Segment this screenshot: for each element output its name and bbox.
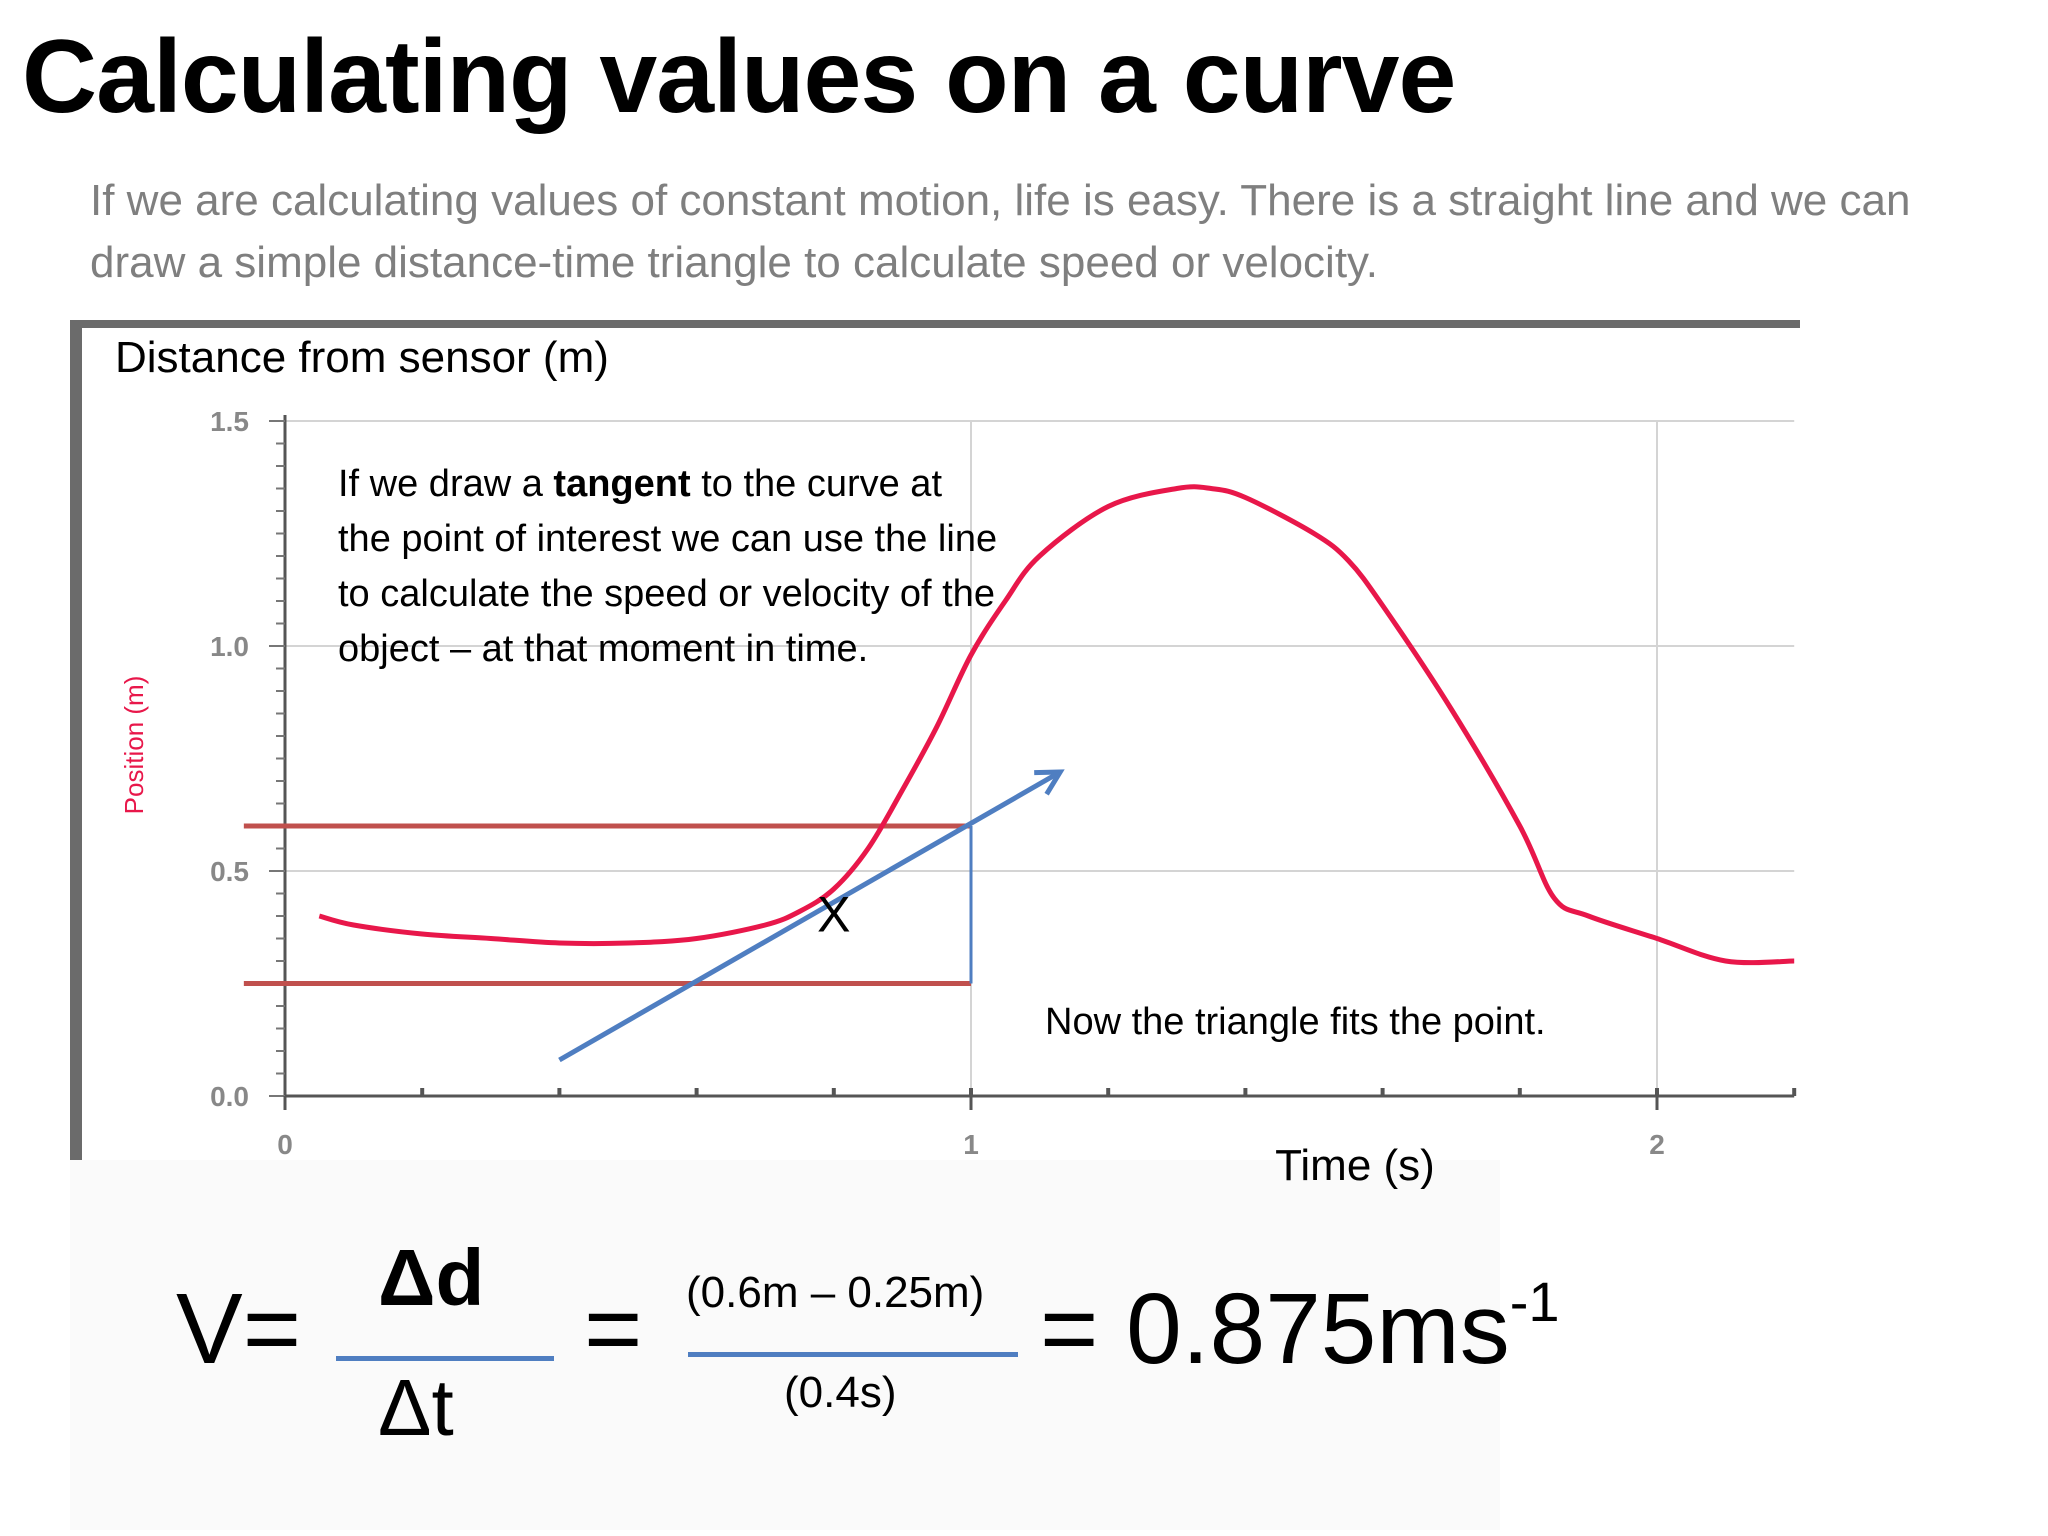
formula-values-denominator: (0.4s) [784, 1368, 897, 1417]
fit-note: Now the triangle fits the point. [1045, 1001, 1546, 1043]
tangent-note-line-4: object – at that moment in time. [338, 628, 868, 670]
triangle [243, 823, 973, 986]
tangent-arrowhead [1034, 769, 1065, 796]
formula-result: = 0.875ms-1 [1040, 1270, 1560, 1387]
tangent-note-bold: tangent [553, 463, 691, 505]
fraction-bar-symbolic [336, 1356, 554, 1361]
x-tick-label-1: 1 [963, 1129, 979, 1160]
y-axis-inner-label: Position (m) [119, 676, 149, 815]
formula-delta-t: Δt [378, 1363, 454, 1452]
formula-result-value: = 0.875ms [1040, 1273, 1510, 1385]
distance-time-chart: 0.0 0.5 1.0 1.5 0 1 2 Distance from sensor (m)… [70, 320, 1800, 1190]
formula-equals: = [584, 1273, 643, 1385]
tangent-note-line-3: to calculate the speed or velocity of th… [338, 573, 995, 615]
x-tick-label-2: 2 [1649, 1129, 1665, 1160]
ticks: 0.0 0.5 1.0 1.5 0 1 2 [210, 406, 1797, 1160]
tangent-note-line-2: the point of interest we can use the lin… [338, 518, 997, 560]
fraction-bar-values [688, 1352, 1018, 1357]
chart-frame-top [70, 320, 1800, 328]
chart-frame-left [70, 320, 82, 1160]
intro-text: If we are calculating values of constant… [90, 176, 1911, 287]
y-tick-label-0: 0.0 [210, 1081, 249, 1112]
formula-delta-d: Δd [378, 1233, 485, 1322]
tangent [558, 769, 1065, 1063]
x-tick-label-0: 0 [277, 1129, 293, 1160]
point-of-interest-marker: X [817, 887, 850, 943]
slide-title: Calculating values on a curve [22, 19, 1456, 135]
tangent-note-before: If we draw a [338, 463, 553, 505]
tangent-note-line-1: If we draw a tangent to the curve at [338, 463, 942, 505]
formula-background [70, 1160, 1500, 1530]
y-tick-label-3: 1.5 [210, 406, 249, 437]
formula-values-numerator: (0.6m – 0.25m) [686, 1268, 985, 1317]
x-axis-title: Time (s) [1275, 1141, 1435, 1190]
formula-result-exponent: -1 [1509, 1270, 1560, 1333]
y-axis-title: Distance from sensor (m) [115, 333, 609, 382]
position-curve [318, 484, 1795, 966]
tangent-line [558, 769, 1062, 1063]
tangent-note-after-1: to the curve at [691, 463, 943, 505]
y-tick-label-2: 1.0 [210, 631, 249, 662]
y-tick-label-1: 0.5 [210, 856, 249, 887]
formula-v: V= [176, 1273, 302, 1385]
